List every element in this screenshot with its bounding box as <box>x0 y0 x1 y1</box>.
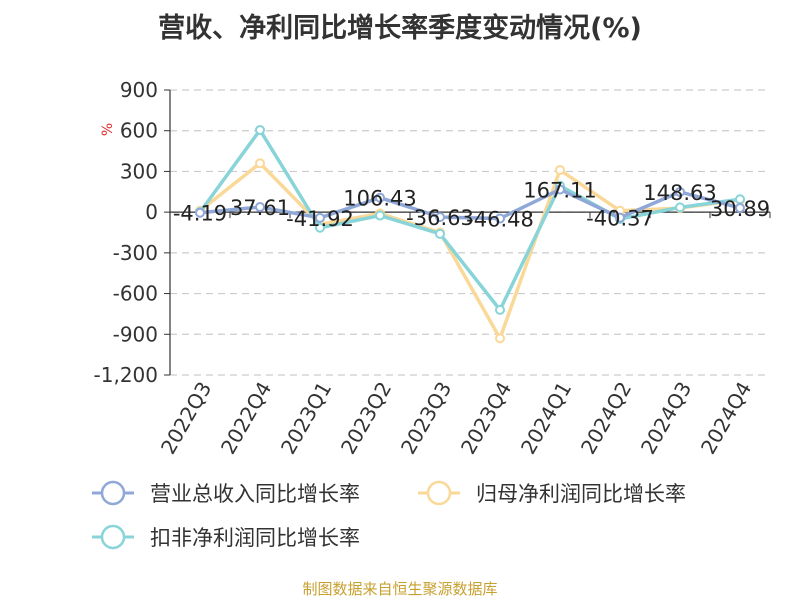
y-tick-label: 600 <box>120 119 158 143</box>
data-label: -4.19 <box>173 202 227 226</box>
y-tick-label: 0 <box>145 200 158 224</box>
y-tick-label: -600 <box>113 282 158 306</box>
data-label: 30.89 <box>710 197 770 221</box>
y-axis-unit: % <box>100 123 116 136</box>
y-tick-label: -1,200 <box>94 363 158 387</box>
data-point <box>435 212 445 223</box>
data-label: 37.61 <box>230 196 290 220</box>
series-line <box>198 128 741 312</box>
series-line <box>198 161 741 341</box>
data-point <box>255 158 265 169</box>
y-tick-label: -900 <box>113 322 158 346</box>
x-tick-label: 2024Q4 <box>696 378 756 459</box>
chart-title: 营收、净利同比增长率季度变动情况(%) <box>158 13 642 44</box>
x-tick-label: 2024Q2 <box>576 378 636 459</box>
legend-label: 营业总收入同比增长率 <box>150 482 360 506</box>
legend-label: 归母净利润同比增长率 <box>476 482 686 506</box>
data-label: 148.63 <box>643 181 716 205</box>
data-point <box>555 184 565 195</box>
data-point <box>735 202 745 213</box>
y-tick-label: 300 <box>120 159 158 183</box>
legend-item: 扣非净利润同比增长率 <box>92 524 360 550</box>
data-point <box>435 228 445 239</box>
legend-label: 扣非净利润同比增长率 <box>150 526 360 550</box>
x-tick-label: 2023Q4 <box>456 378 516 459</box>
x-tick-label: 2023Q1 <box>276 378 336 459</box>
data-label: -46.48 <box>466 207 534 231</box>
x-tick-label: 2023Q3 <box>396 378 456 459</box>
legend-swatch-marker <box>100 524 126 550</box>
data-source-note: 制图数据来自恒生聚源数据库 <box>302 580 498 598</box>
series-line <box>199 187 741 221</box>
data-point <box>315 222 325 233</box>
data-point <box>495 333 505 344</box>
legend-swatch-marker <box>426 480 452 506</box>
data-point <box>555 165 565 176</box>
x-tick-label: 2022Q3 <box>156 378 216 459</box>
data-point <box>375 210 385 221</box>
data-point <box>255 202 265 213</box>
data-point <box>675 202 685 213</box>
x-tick-label: 2024Q1 <box>516 378 576 459</box>
data-point <box>615 212 625 223</box>
data-point <box>495 304 505 315</box>
x-tick-label: 2023Q2 <box>336 378 396 459</box>
data-point <box>255 125 265 136</box>
data-label: -41.92 <box>286 207 354 231</box>
legend-item: 归母净利润同比增长率 <box>418 480 686 506</box>
data-label: -36.63 <box>406 206 474 230</box>
data-label: 106.43 <box>343 187 416 211</box>
data-label: -40.37 <box>586 207 654 231</box>
data-point <box>675 186 685 197</box>
data-point <box>375 192 385 203</box>
x-tick-label: 2022Q4 <box>216 378 276 459</box>
data-point <box>495 213 505 224</box>
y-tick-label: 900 <box>120 78 158 102</box>
legend-item: 营业总收入同比增长率 <box>92 480 360 506</box>
y-tick-label: -300 <box>113 241 158 265</box>
data-point <box>195 207 205 218</box>
x-tick-label: 2024Q3 <box>636 378 696 459</box>
legend-swatch-marker <box>100 480 126 506</box>
data-label: 167.11 <box>523 178 596 202</box>
data-point <box>315 212 325 223</box>
